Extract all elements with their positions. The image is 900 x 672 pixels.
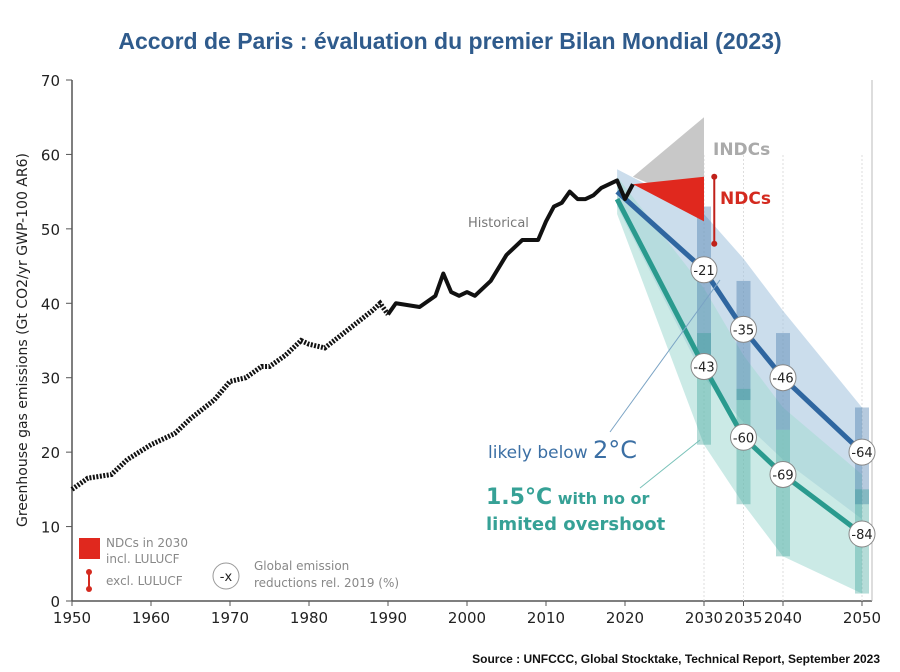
legend-text: reductions rel. 2019 (%) [254, 576, 399, 590]
x-tick-label: 1950 [53, 609, 91, 627]
x-tick-label: 2040 [764, 609, 802, 627]
reduction-label: -60 [733, 431, 754, 446]
reduction-label: -21 [693, 264, 714, 279]
x-tick-label: 1990 [369, 609, 407, 627]
label-part: likely below [488, 443, 593, 463]
x-tick-label: 1970 [211, 609, 249, 627]
pathway-range-bar [697, 333, 711, 445]
y-tick-label: 60 [41, 146, 60, 164]
reduction-marker [730, 423, 757, 451]
ndcs-label: NDCs [720, 189, 771, 209]
leader-line [639, 439, 701, 489]
x-tick-label: 2000 [448, 609, 486, 627]
y-axis-label: Greenhouse gas emissions (Gt CO2/yr GWP-… [15, 153, 31, 527]
y-tick-label: 70 [41, 72, 60, 90]
reduction-marker-legend [212, 562, 240, 590]
y-tick-label: 0 [50, 593, 60, 611]
pathway-range-bar [776, 429, 790, 557]
legend-text: NDCs in 2030 [106, 536, 188, 550]
historical-line-pre1990 [70, 299, 391, 492]
page-title: Accord de Paris : évaluation du premier … [118, 28, 782, 54]
x-tick-label: 2030 [685, 609, 723, 627]
range-end-dot [711, 173, 718, 180]
range-end-dot [86, 569, 92, 575]
x-tick-label: 2050 [843, 609, 881, 627]
two-degree-label: likely below 2°C [488, 436, 637, 464]
legend-text: incl. LULUCF [106, 552, 180, 566]
reduction-marker [690, 353, 718, 381]
y-tick-label: 10 [41, 519, 60, 537]
reduction-label: -46 [772, 372, 793, 387]
label-part: with no or [552, 489, 649, 508]
legend-marker-text: -x [220, 570, 233, 585]
label-part: 2°C [593, 436, 637, 464]
label-part: 1.5°C [486, 485, 552, 510]
y-tick-label: 20 [41, 444, 60, 462]
y-tick-label: 40 [41, 295, 60, 313]
reduction-marker [690, 256, 718, 284]
x-tick-label: 2035 [724, 609, 762, 627]
y-tick-label: 30 [41, 370, 60, 388]
reduction-label: -43 [693, 361, 714, 376]
legend-text: excl. LULUCF [106, 574, 183, 588]
y-tick-label: 50 [41, 221, 60, 239]
reduction-marker [848, 520, 876, 548]
label-part: limited overshoot [486, 514, 666, 535]
range-end-dot [86, 586, 92, 592]
reduction-label: -35 [733, 323, 754, 338]
x-tick-label: 1960 [132, 609, 170, 627]
x-tick-label: 2010 [527, 609, 565, 627]
reduction-label: -69 [772, 468, 793, 483]
ndc-incl-lulucf-swatch [79, 538, 100, 559]
reduction-marker [769, 364, 797, 392]
x-tick-label: 1980 [290, 609, 328, 627]
one-five-degree-label: 1.5°C with no or limited overshoot [486, 485, 666, 535]
source-note: Source : UNFCCC, Global Stocktake, Techn… [472, 652, 880, 666]
reduction-marker [848, 438, 876, 466]
reduction-label: -84 [851, 528, 872, 543]
ndcs-wedge [632, 176, 704, 222]
reduction-marker [769, 460, 797, 488]
historical-line [386, 178, 635, 316]
legend-text: Global emission [254, 559, 349, 573]
leader-line [609, 279, 721, 433]
range-end-dot [711, 240, 718, 247]
indcs-label: INDCs [713, 140, 770, 160]
reduction-label: -64 [851, 446, 872, 461]
historical-label: Historical [468, 216, 529, 231]
x-tick-label: 2020 [606, 609, 644, 627]
reduction-marker [730, 315, 757, 343]
